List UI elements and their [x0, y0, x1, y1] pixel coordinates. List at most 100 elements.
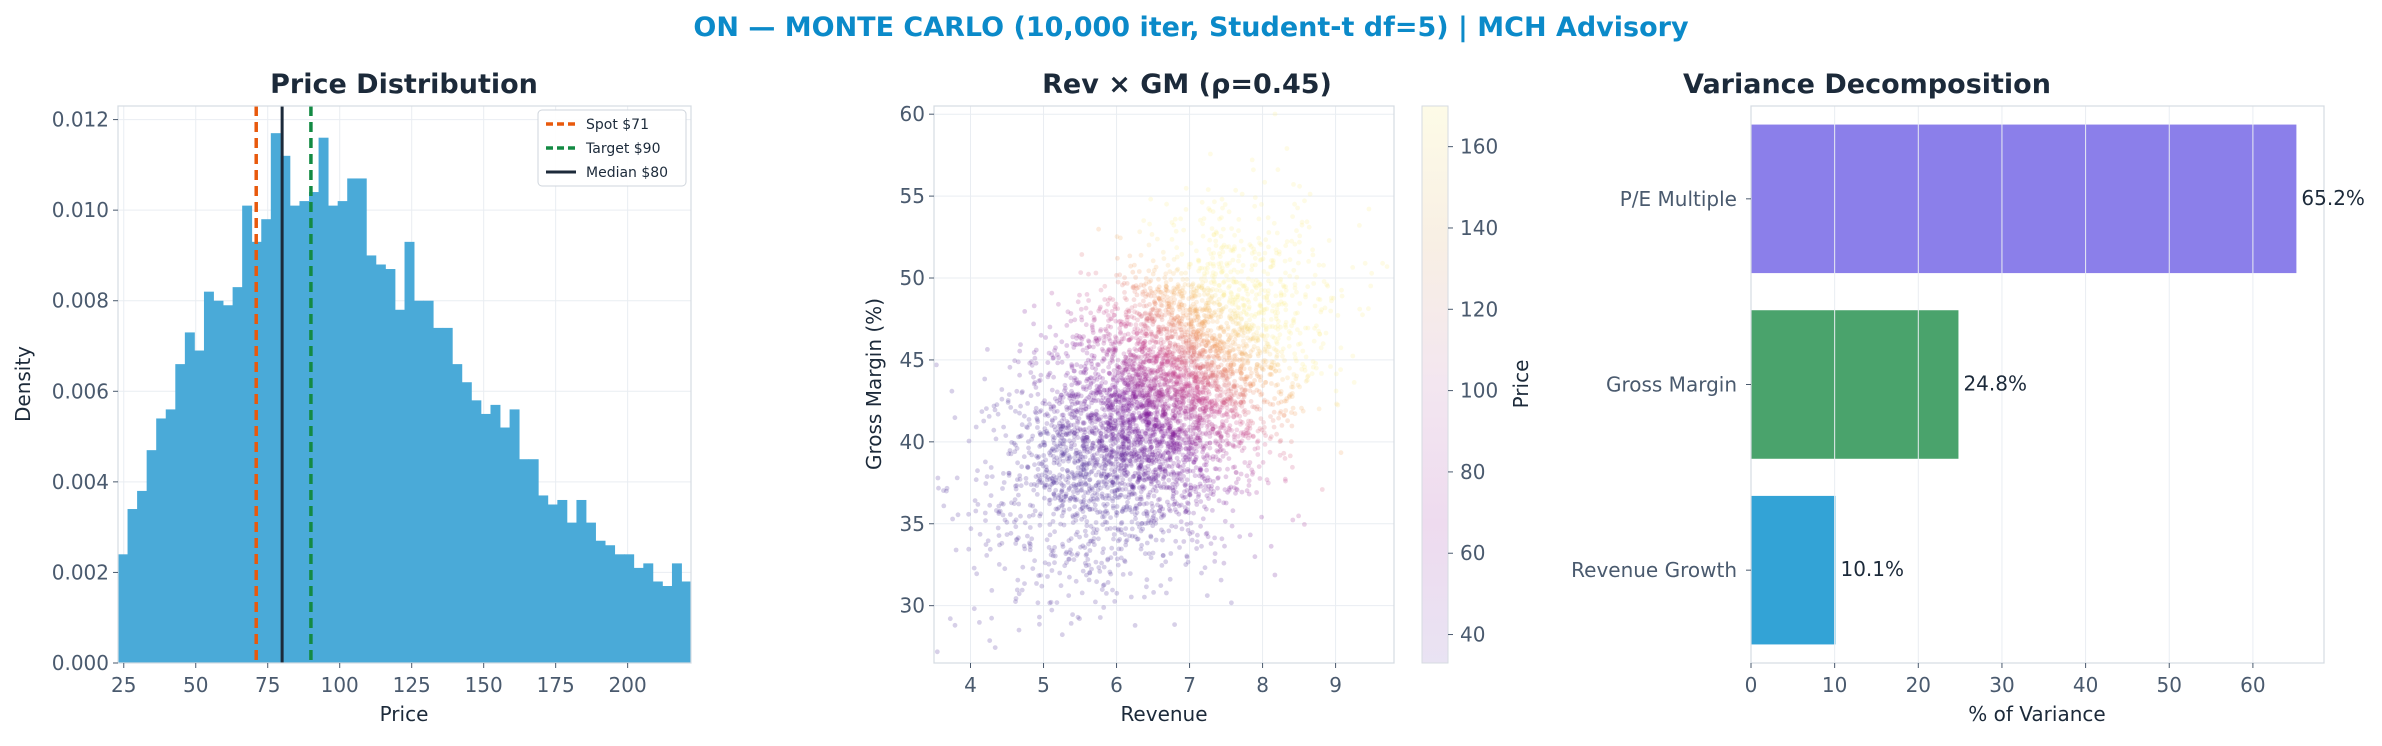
scatter-point — [1136, 404, 1141, 409]
scatter-point — [1334, 389, 1339, 394]
scatter-point — [1115, 256, 1120, 261]
scatter-point — [1187, 265, 1192, 270]
hist-bar — [261, 219, 271, 663]
scatter-point — [1164, 486, 1169, 491]
scatter-point — [1194, 300, 1199, 305]
scatter-point — [1221, 306, 1226, 311]
scatter-point — [1204, 468, 1209, 473]
scatter-point — [1220, 400, 1225, 405]
scatter-point — [966, 547, 971, 552]
scatter-point — [1201, 409, 1206, 414]
scatter-point — [936, 476, 941, 481]
scatter-point — [1303, 368, 1308, 373]
scatter-point — [1124, 315, 1129, 320]
scatter-point — [1263, 337, 1268, 342]
scatter-point — [1133, 506, 1138, 511]
scatter-point — [1194, 249, 1199, 254]
scatter-point — [1166, 263, 1171, 268]
scatter-point — [1219, 363, 1224, 368]
scatter-point — [1061, 416, 1066, 421]
scatter-point — [1219, 578, 1224, 583]
scatter-point — [1013, 409, 1018, 414]
scatter-point — [1002, 566, 1007, 571]
scatter-point — [1069, 319, 1074, 324]
scatter-point — [1031, 488, 1036, 493]
scatter-point — [1234, 334, 1239, 339]
scatter-point — [1280, 354, 1285, 359]
scatter-point — [1146, 268, 1151, 273]
scatter-point — [1350, 265, 1355, 270]
scatter-point — [1097, 384, 1102, 389]
scatter-point — [1288, 257, 1293, 262]
scatter-point — [1158, 350, 1163, 355]
hist-bar — [204, 292, 214, 663]
scatter-point — [1281, 346, 1286, 351]
scatter-point — [1179, 319, 1184, 324]
hist-bar — [366, 255, 376, 663]
scatter-point — [1074, 333, 1079, 338]
scatter-point — [950, 389, 955, 394]
scatter-point — [1338, 367, 1343, 372]
scatter-point — [1247, 483, 1252, 488]
scatter-point — [1339, 345, 1344, 350]
scatter-point — [1094, 271, 1099, 276]
scatter-point — [1084, 552, 1089, 557]
scatter-point — [1104, 509, 1109, 514]
scatter-point — [1352, 380, 1357, 385]
scatter-point — [1278, 453, 1283, 458]
scatter-point — [1159, 528, 1164, 533]
scatter-point — [1263, 251, 1268, 256]
scatter-point — [1340, 294, 1345, 299]
scatter-point — [1106, 365, 1111, 370]
scatter-point — [1114, 302, 1119, 307]
scatter-point — [1125, 402, 1130, 407]
scatter-point — [1079, 411, 1084, 416]
scatter-point — [1069, 412, 1074, 417]
scatter-point — [1059, 339, 1064, 344]
scatter-point — [1017, 411, 1022, 416]
scatter-point — [1199, 544, 1204, 549]
scatter-point — [1215, 319, 1220, 324]
scatter-point — [1151, 428, 1156, 433]
scatter-point — [1295, 311, 1300, 316]
scatter-point — [1236, 477, 1241, 482]
scatter-point — [1076, 474, 1081, 479]
hist-bar — [175, 364, 185, 663]
scatter-point — [1139, 495, 1144, 500]
scatter-point — [1042, 496, 1047, 501]
scatter-point — [1027, 417, 1032, 422]
scatter-point — [1118, 331, 1123, 336]
scatter-point — [1069, 484, 1074, 489]
scatter-point — [1271, 303, 1276, 308]
scatter-point — [1210, 226, 1215, 231]
scatter-point — [1092, 339, 1097, 344]
scatter-point — [1207, 238, 1212, 243]
scatter-point — [1081, 499, 1086, 504]
scatter-point — [1223, 519, 1228, 524]
scatter-point — [1275, 341, 1280, 346]
scatter-point — [1115, 488, 1120, 493]
scatter-point — [1045, 537, 1050, 542]
scatter-point — [1013, 524, 1018, 529]
scatter-point — [1132, 391, 1137, 396]
scatter-point — [1187, 492, 1192, 497]
scatter-point — [1287, 344, 1292, 349]
scatter-point — [1282, 413, 1287, 418]
scatter-point — [1201, 416, 1206, 421]
scatter-point — [1086, 298, 1091, 303]
scatter-point — [1213, 239, 1218, 244]
scatter-point — [1284, 399, 1289, 404]
scatter-point — [1207, 314, 1212, 319]
scatter-point — [1231, 347, 1236, 352]
hist-bar — [194, 351, 204, 663]
scatter-point — [1241, 433, 1246, 438]
scatter-point — [1258, 282, 1263, 287]
scatter-point — [1139, 447, 1144, 452]
scatter-point — [1084, 523, 1089, 528]
hist-bar — [166, 409, 176, 663]
scatter-point — [1122, 471, 1127, 476]
scatter-point — [1229, 389, 1234, 394]
scatter-point — [1013, 484, 1018, 489]
scatter-point — [1380, 261, 1385, 266]
scatter-point — [1300, 349, 1305, 354]
